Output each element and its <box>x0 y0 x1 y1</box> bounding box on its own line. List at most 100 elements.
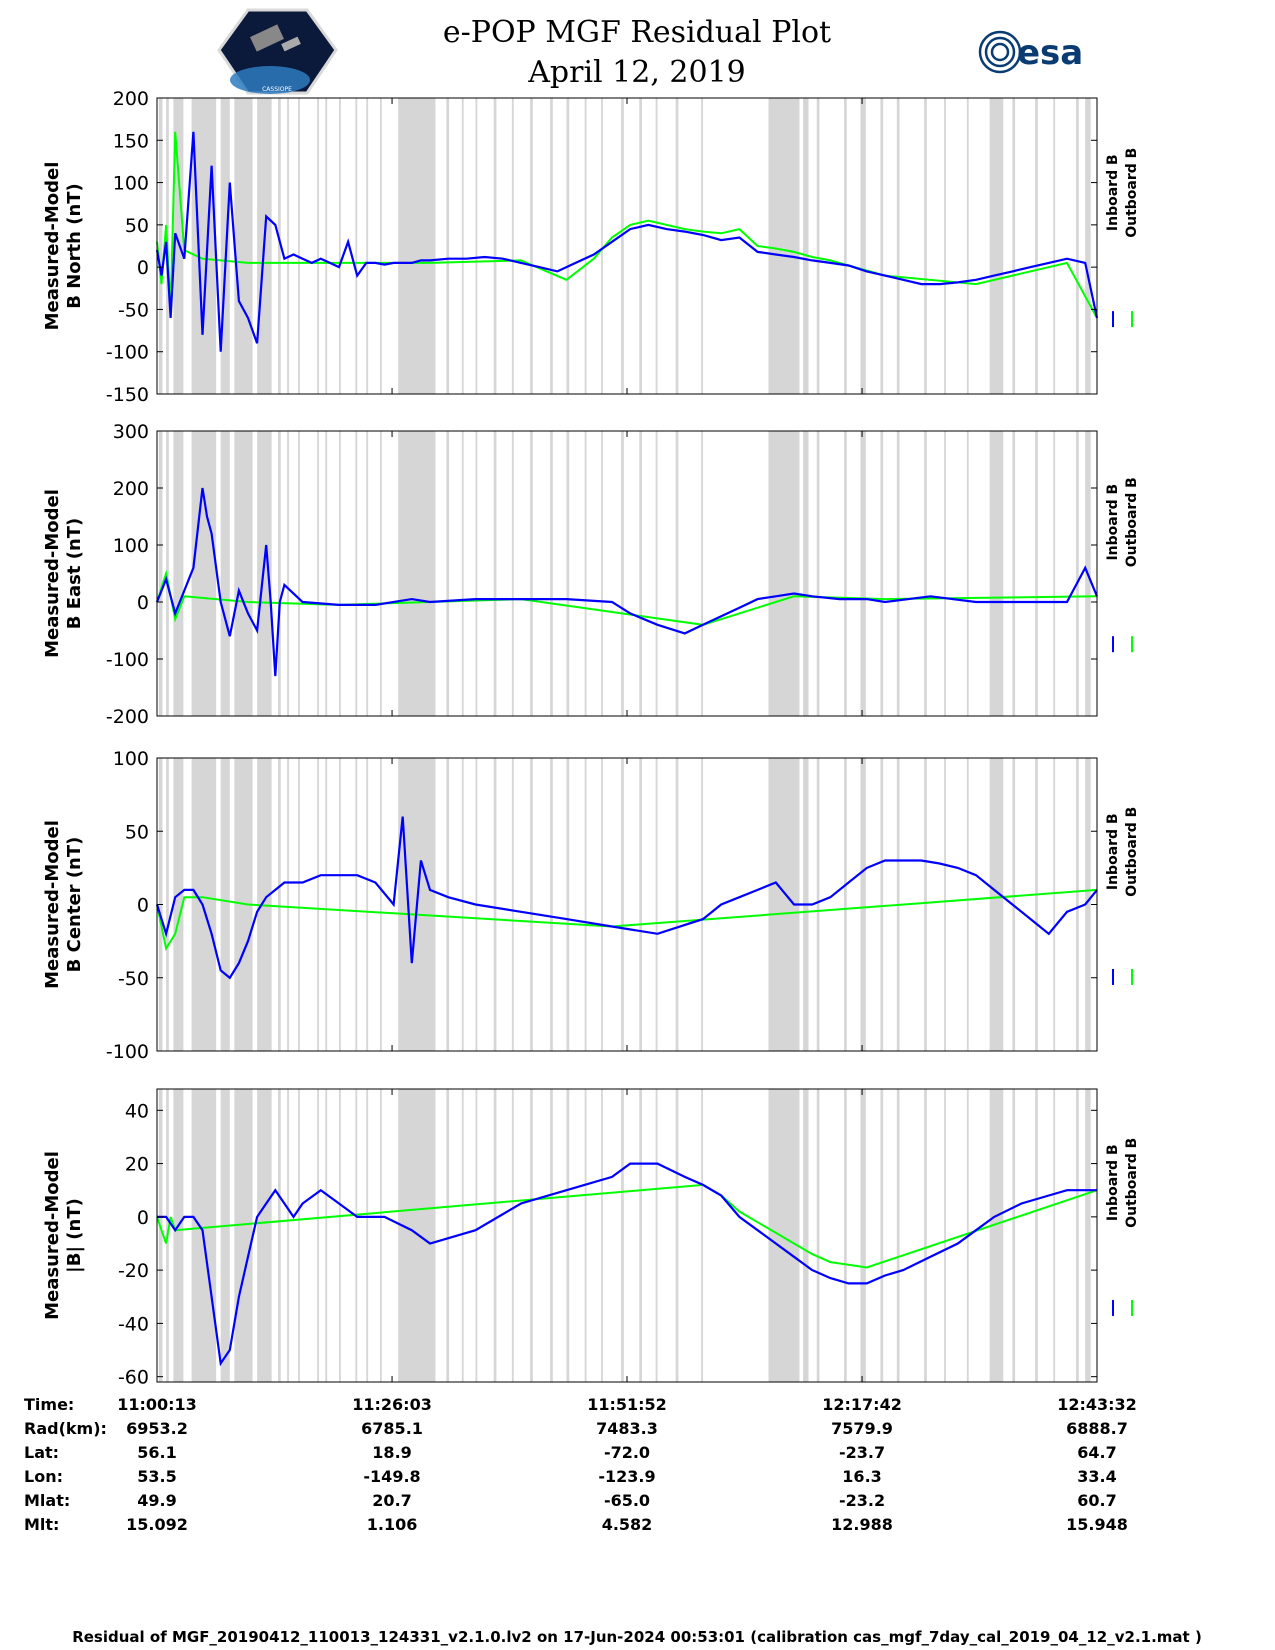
gap-band <box>220 758 230 1051</box>
gap-band <box>1053 98 1056 394</box>
info-row-label: Mlt: <box>24 1515 59 1534</box>
y-tick-label: 50 <box>125 821 149 843</box>
gap-band <box>191 431 217 716</box>
y-tick-label: 150 <box>113 130 149 152</box>
axes-frame <box>156 97 1098 395</box>
gap-band <box>398 98 436 394</box>
gap-band <box>298 431 300 716</box>
gap-band <box>475 98 478 394</box>
gap-band <box>158 98 163 394</box>
gap-band <box>944 1089 946 1382</box>
esa-swirl-icon <box>978 30 1022 74</box>
info-row-label: Lat: <box>24 1443 59 1462</box>
outboard-series-line <box>156 1183 1098 1269</box>
gap-band <box>880 758 884 1051</box>
gap-band <box>844 431 847 716</box>
gap-band <box>601 758 603 1051</box>
gap-band <box>530 1089 533 1382</box>
gap-band <box>446 758 450 1051</box>
gap-band <box>530 431 533 716</box>
gap-band <box>655 758 658 1051</box>
gap-band <box>803 431 809 716</box>
gap-band <box>278 758 281 1051</box>
gap-band <box>675 98 679 394</box>
gap-band <box>530 98 533 394</box>
info-cell: 64.7 <box>1077 1443 1116 1462</box>
y-axis-label-line-1: Measured-Model <box>42 162 63 331</box>
gap-band <box>550 1089 553 1382</box>
info-row-label: Rad(km): <box>24 1419 107 1438</box>
gap-band <box>924 1089 927 1382</box>
y-tick-label: -200 <box>106 706 149 728</box>
gap-band <box>601 431 603 716</box>
gap-band <box>325 1089 328 1382</box>
gap-band <box>550 758 553 1051</box>
gap-band <box>493 758 497 1051</box>
y-tick-label: -50 <box>118 968 149 990</box>
gap-band <box>944 431 946 716</box>
footer-caption: Residual of MGF_20190412_110013_124331_v… <box>72 1628 1202 1646</box>
gap-band <box>317 431 319 716</box>
gap-band <box>511 431 514 716</box>
inboard-series-line <box>155 487 1099 677</box>
outboard-series-line <box>156 888 1098 952</box>
gap-band <box>1085 98 1091 394</box>
info-row-label: Mlat: <box>24 1491 70 1510</box>
cassiope-logo: CASSIOPE <box>217 8 338 95</box>
gap-band <box>1012 1089 1016 1382</box>
gap-band <box>287 98 289 394</box>
gap-band <box>816 758 820 1051</box>
gap-band <box>924 758 927 1051</box>
gap-band <box>966 431 969 716</box>
gap-band <box>511 1089 514 1382</box>
gap-band <box>191 758 217 1051</box>
info-cell: 18.9 <box>372 1443 411 1462</box>
gap-band <box>1085 758 1091 1051</box>
info-cell: 49.9 <box>137 1491 176 1510</box>
gap-band <box>234 1089 253 1382</box>
gap-band <box>550 98 553 394</box>
gap-band <box>325 98 328 394</box>
gap-band <box>675 758 679 1051</box>
esa-wordmark: esa <box>1017 33 1083 73</box>
gap-band <box>366 431 369 716</box>
panel-0: 200 150 100 50 0 -50 -100 -150 Measured-Model B N… <box>42 88 1140 406</box>
gap-band <box>966 98 969 394</box>
y-tick-label: 0 <box>137 895 149 917</box>
legend-outboard-label: Outboard B <box>1124 148 1140 238</box>
gap-band <box>621 1089 624 1382</box>
gap-band <box>298 758 300 1051</box>
y-axis-label-line-1: Measured-Model <box>42 489 63 658</box>
panel-3: 40 20 0 -20 -40 -60 Measured-Model |B| (nT) Inbo… <box>42 1088 1140 1389</box>
info-cell: 11:51:52 <box>587 1395 667 1414</box>
gap-band <box>278 98 281 394</box>
info-cell: 7483.3 <box>596 1419 658 1438</box>
gap-band <box>860 431 866 716</box>
y-tick-label: 20 <box>125 1154 149 1176</box>
gap-band <box>584 1089 587 1382</box>
gap-band <box>287 431 289 716</box>
info-cell: -23.7 <box>839 1443 885 1462</box>
gap-band <box>566 1089 570 1382</box>
title-line-1: e-POP MGF Residual Plot <box>443 15 831 50</box>
gap-band <box>398 431 436 716</box>
gap-band <box>317 98 319 394</box>
info-cell: 53.5 <box>137 1467 176 1486</box>
legend-outboard-label: Outboard B <box>1124 477 1140 567</box>
gap-band <box>1053 431 1056 716</box>
gap-band <box>166 431 169 716</box>
gap-band <box>338 98 341 394</box>
inboard-series-line <box>155 816 1098 980</box>
gap-band <box>325 758 328 1051</box>
gap-band <box>880 431 884 716</box>
gap-band <box>966 758 969 1051</box>
outboard-series-line <box>156 131 1098 319</box>
gap-band <box>768 431 800 716</box>
gap-band <box>257 1089 272 1382</box>
gap-band <box>944 98 946 394</box>
y-tick-label: 0 <box>137 592 149 614</box>
gap-band <box>550 431 553 716</box>
logo-text: CASSIOPE <box>262 86 292 93</box>
gap-band <box>493 431 497 716</box>
y-tick-label: -20 <box>118 1260 149 1282</box>
